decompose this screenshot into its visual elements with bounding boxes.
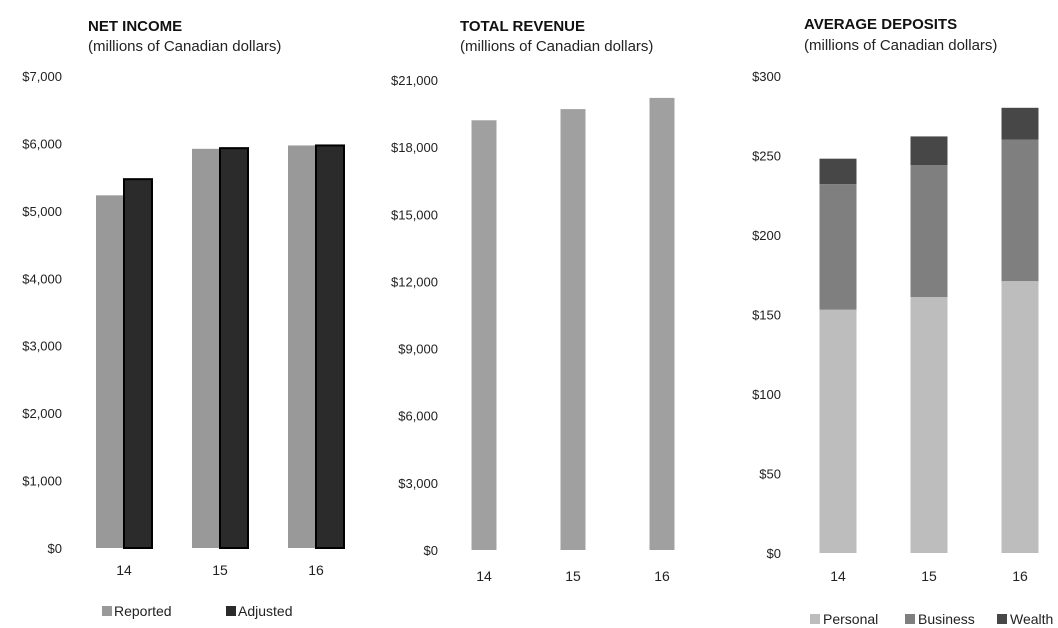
legend-label-adjusted: Adjusted [238,603,292,619]
net-income-bar-reported-16 [288,145,316,549]
net-income-y-axis: $0 $1,000 $2,000 $3,000 $4,000 $5,000 $6,000 $7… [22,69,62,556]
average-deposits-legend: Personal Business Wealth [810,611,1053,627]
total-revenue-y-tick-label: $12,000 [391,274,438,289]
legend-label-personal: Personal [823,611,878,627]
net-income-title: NET INCOME [88,18,182,35]
legend-label-wealth: Wealth [1010,611,1053,627]
average-deposits-title: AVERAGE DEPOSITS [804,16,957,33]
average-deposits-y-tick-label: $200 [752,228,781,243]
total-revenue-y-tick-label: $9,000 [398,342,438,357]
net-income-y-tick-label: $3,000 [22,339,62,354]
net-income-y-tick-label: $0 [48,541,62,556]
net-income-x-axis: 14 15 16 [116,562,324,578]
average-deposits-x-tick-label: 14 [830,568,846,584]
average-deposits-bar-business-16 [1001,139,1039,282]
net-income-bar-adjusted-14 [123,178,153,549]
net-income-y-tick-label: $6,000 [22,136,62,151]
legend-label-business: Business [918,611,975,627]
total-revenue-bar-total-14 [471,120,497,551]
net-income-y-tick-label: $4,000 [22,271,62,286]
average-deposits-y-tick-label: $250 [752,149,781,164]
average-deposits-chart: AVERAGE DEPOSITS (millions of Canadian d… [752,16,1053,627]
net-income-bar-reported-14 [96,195,124,548]
total-revenue-bars [471,97,675,551]
legend-swatch-wealth [997,614,1007,624]
total-revenue-y-tick-label: $18,000 [391,140,438,155]
total-revenue-y-axis: $0 $3,000 $6,000 $9,000 $12,000 $15,000 $18,00… [391,73,438,558]
net-income-y-tick-label: $7,000 [22,69,62,84]
legend-swatch-business [905,614,915,624]
average-deposits-bar-wealth-16 [1001,107,1039,140]
total-revenue-y-tick-label: $3,000 [398,476,438,491]
net-income-x-tick-label: 14 [116,562,132,578]
total-revenue-x-tick-label: 16 [654,568,670,584]
net-income-y-tick-label: $2,000 [22,406,62,421]
total-revenue-y-tick-label: $0 [424,543,438,558]
average-deposits-y-tick-label: $50 [759,467,781,482]
average-deposits-bar-personal-15 [910,297,948,553]
net-income-legend: Reported Adjusted [102,603,292,619]
average-deposits-bar-wealth-14 [819,158,857,185]
average-deposits-bar-wealth-15 [910,136,948,166]
average-deposits-bars [819,107,1039,553]
total-revenue-bar-total-15 [560,109,586,550]
total-revenue-x-tick-label: 14 [476,568,492,584]
net-income-x-tick-label: 16 [308,562,324,578]
average-deposits-y-axis: $0 $50 $100 $150 $200 $250 $300 [752,69,781,561]
average-deposits-bar-business-15 [910,165,948,298]
total-revenue-chart: TOTAL REVENUE (millions of Canadian doll… [391,18,675,584]
total-revenue-x-axis: 14 15 16 [476,568,670,584]
net-income-bar-reported-15 [192,148,220,548]
legend-swatch-personal [810,614,820,624]
total-revenue-y-tick-label: $6,000 [398,409,438,424]
average-deposits-x-tick-label: 15 [921,568,937,584]
average-deposits-y-tick-label: $0 [767,546,781,561]
average-deposits-subtitle: (millions of Canadian dollars) [804,37,997,54]
net-income-bar-adjusted-16 [315,144,345,550]
average-deposits-y-tick-label: $100 [752,387,781,402]
legend-label-reported: Reported [114,603,172,619]
total-revenue-title: TOTAL REVENUE [460,18,585,35]
net-income-x-tick-label: 15 [212,562,228,578]
average-deposits-bar-personal-14 [819,309,857,553]
net-income-chart: NET INCOME (millions of Canadian dollars… [22,18,345,619]
total-revenue-y-tick-label: $15,000 [391,207,438,222]
net-income-bar-adjusted-15 [219,147,249,550]
legend-swatch-adjusted [226,606,236,616]
total-revenue-subtitle: (millions of Canadian dollars) [460,38,653,55]
legend-swatch-reported [102,606,112,616]
average-deposits-bar-business-14 [819,184,857,310]
net-income-y-tick-label: $1,000 [22,474,62,489]
net-income-y-tick-label: $5,000 [22,204,62,219]
net-income-subtitle: (millions of Canadian dollars) [88,38,281,55]
total-revenue-x-tick-label: 15 [565,568,581,584]
total-revenue-bar-total-16 [649,97,675,551]
average-deposits-y-tick-label: $150 [752,308,781,323]
average-deposits-y-tick-label: $300 [752,69,781,84]
net-income-bars [96,144,345,550]
average-deposits-bar-personal-16 [1001,281,1039,553]
average-deposits-x-tick-label: 16 [1012,568,1028,584]
average-deposits-x-axis: 14 15 16 [830,568,1028,584]
total-revenue-y-tick-label: $21,000 [391,73,438,88]
